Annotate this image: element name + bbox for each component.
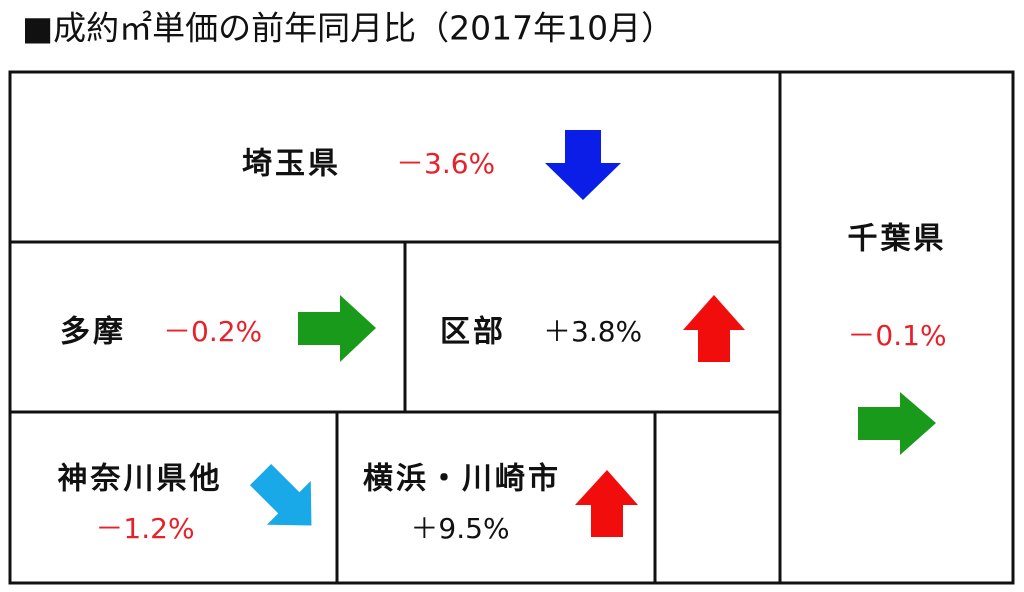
region-change: ＋3.8% bbox=[543, 315, 642, 348]
arrow-up bbox=[683, 295, 745, 362]
region-name: 横浜・川崎市 bbox=[363, 462, 561, 497]
arrow-down bbox=[545, 130, 621, 200]
title: ■成約㎡単価の前年同月比（2017年10月） bbox=[22, 9, 674, 48]
region-box bbox=[335, 410, 657, 585]
region-change: －0.2% bbox=[163, 315, 262, 348]
arrow-down-right bbox=[249, 463, 312, 526]
region-name: 区部 bbox=[440, 315, 506, 350]
region-change: －1.2% bbox=[95, 512, 194, 545]
region-change: －0.1% bbox=[847, 319, 946, 352]
region-name: 埼玉県 bbox=[242, 147, 341, 182]
region-box bbox=[8, 70, 782, 244]
region-name: 千葉県 bbox=[848, 222, 947, 257]
region-name: 多摩 bbox=[60, 315, 126, 350]
arrow-right bbox=[298, 295, 376, 362]
arrow-up bbox=[575, 470, 638, 537]
region-change: －3.6% bbox=[396, 147, 495, 180]
arrow-right bbox=[858, 392, 936, 455]
region-name: 神奈川県他 bbox=[58, 462, 223, 497]
region-change: ＋9.5% bbox=[410, 512, 509, 545]
